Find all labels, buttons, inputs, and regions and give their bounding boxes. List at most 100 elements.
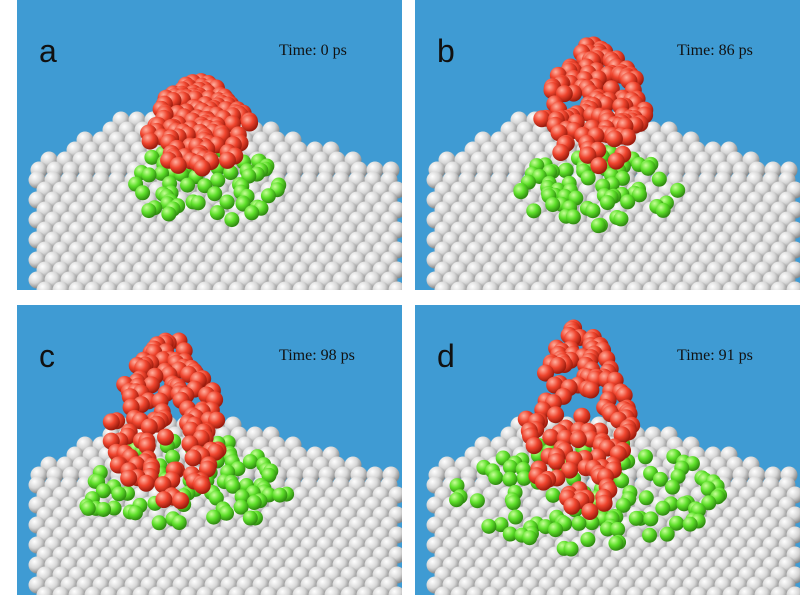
- figure: aTime: 0 psbTime: 86 pscTime: 98 psdTime…: [0, 0, 804, 595]
- substrate-atom: [643, 282, 660, 299]
- cluster-atom: [170, 157, 187, 174]
- interface-atom: [191, 195, 206, 210]
- substrate-atom: [117, 282, 134, 299]
- cluster-atom: [103, 413, 120, 430]
- cluster-atom: [120, 470, 137, 487]
- panel-label: c: [39, 338, 55, 374]
- substrate-atom: [69, 282, 86, 299]
- cluster-atom: [582, 382, 599, 399]
- substrate-atom: [451, 282, 468, 299]
- substrate-atom: [277, 282, 294, 299]
- interface-atom: [641, 161, 656, 176]
- interface-atom: [638, 449, 653, 464]
- cluster-atom: [157, 429, 174, 446]
- substrate-atom: [675, 282, 692, 299]
- interface-atom: [219, 506, 234, 521]
- interface-atom: [585, 203, 600, 218]
- substrate-atom: [595, 282, 612, 299]
- interface-atom: [142, 167, 157, 182]
- interface-atom: [526, 203, 541, 218]
- substrate-atom: [707, 282, 724, 299]
- interface-atom: [210, 173, 225, 188]
- substrate-atom: [309, 282, 326, 299]
- interface-atom: [141, 203, 156, 218]
- interface-atom: [180, 178, 195, 193]
- interface-atom: [152, 515, 167, 530]
- substrate-atom: [389, 282, 406, 299]
- interface-atom: [591, 218, 606, 233]
- interface-atom: [111, 486, 126, 501]
- substrate-atom: [213, 282, 230, 299]
- interface-atom: [508, 510, 523, 525]
- substrate-atom: [483, 282, 500, 299]
- interface-atom: [639, 490, 654, 505]
- cluster-atom: [194, 477, 211, 494]
- substrate-atom: [515, 282, 532, 299]
- cluster-atom: [172, 492, 189, 509]
- interface-atom: [243, 511, 258, 526]
- cluster-atom: [155, 491, 172, 508]
- substrate-atom: [261, 282, 278, 299]
- panel-label: b: [437, 33, 455, 69]
- cluster-atom: [547, 406, 564, 423]
- substrate-atom: [165, 282, 182, 299]
- interface-atom: [449, 492, 464, 507]
- substrate-atom: [787, 282, 804, 299]
- interface-atom: [613, 211, 628, 226]
- substrate-atom: [149, 282, 166, 299]
- interface-atom: [683, 517, 698, 532]
- cluster-atom: [590, 157, 607, 174]
- interface-atom: [513, 184, 528, 199]
- interface-atom: [224, 212, 239, 227]
- cluster-atom: [552, 144, 569, 161]
- substrate-atom: [611, 282, 628, 299]
- substrate-atom: [435, 282, 452, 299]
- substrate-atom: [531, 282, 548, 299]
- substrate-atom: [197, 282, 214, 299]
- interface-atom: [247, 495, 262, 510]
- cluster-atom: [606, 130, 623, 147]
- substrate-atom: [53, 282, 70, 299]
- interface-atom: [261, 188, 276, 203]
- cluster-atom: [570, 431, 587, 448]
- interface-atom: [643, 511, 658, 526]
- interface-atom: [470, 493, 485, 508]
- interface-atom: [610, 522, 625, 537]
- substrate-atom: [739, 282, 756, 299]
- substrate-atom: [325, 282, 342, 299]
- substrate-atom: [467, 282, 484, 299]
- cluster-atom: [219, 152, 236, 169]
- cluster-atom: [535, 474, 552, 491]
- substrate-atom: [499, 282, 516, 299]
- panel-label: d: [437, 338, 455, 374]
- interface-atom: [522, 530, 537, 545]
- time-label: Time: 86 ps: [677, 42, 753, 59]
- substrate-atom: [755, 282, 772, 299]
- substrate-atom: [373, 282, 390, 299]
- interface-atom: [548, 522, 563, 537]
- interface-atom: [620, 194, 635, 209]
- time-label: Time: 0 ps: [279, 42, 347, 59]
- interface-atom: [502, 472, 517, 487]
- substrate-atom: [691, 282, 708, 299]
- interface-atom: [566, 209, 581, 224]
- interface-atom: [172, 515, 187, 530]
- interface-atom: [608, 536, 623, 551]
- interface-atom: [571, 516, 586, 531]
- substrate-atom: [133, 282, 150, 299]
- substrate-atom: [101, 282, 118, 299]
- cluster-atom: [596, 495, 613, 512]
- interface-atom: [580, 532, 595, 547]
- cluster-atom: [608, 153, 625, 170]
- substrate-atom: [85, 282, 102, 299]
- interface-atom: [135, 185, 150, 200]
- time-label: Time: 91 ps: [677, 347, 753, 364]
- interface-atom: [600, 195, 615, 210]
- substrate-atom: [723, 282, 740, 299]
- interface-atom: [206, 510, 221, 525]
- cluster-atom: [194, 160, 211, 177]
- interface-atom: [210, 205, 225, 220]
- cluster-atom: [563, 498, 580, 515]
- interface-atom: [656, 203, 671, 218]
- substrate-atom: [37, 282, 54, 299]
